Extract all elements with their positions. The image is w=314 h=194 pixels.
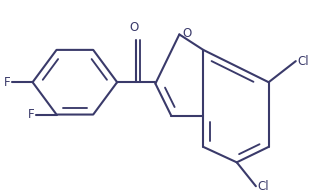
Text: F: F (4, 76, 10, 89)
Text: F: F (28, 108, 34, 121)
Text: Cl: Cl (257, 180, 269, 193)
Text: O: O (182, 27, 192, 40)
Text: O: O (129, 21, 138, 34)
Text: Cl: Cl (297, 55, 309, 68)
